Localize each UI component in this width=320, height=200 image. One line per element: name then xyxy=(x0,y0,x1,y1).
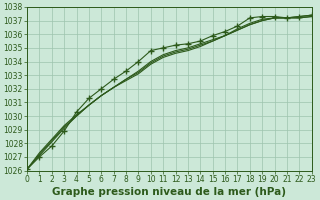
X-axis label: Graphe pression niveau de la mer (hPa): Graphe pression niveau de la mer (hPa) xyxy=(52,187,286,197)
